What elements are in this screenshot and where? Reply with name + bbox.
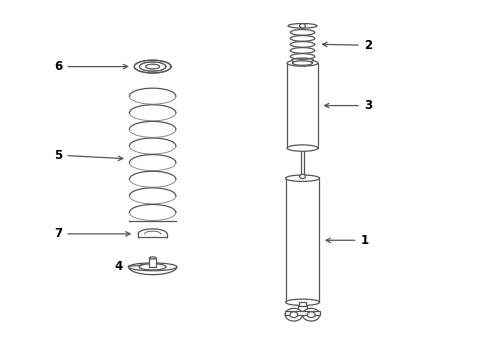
Circle shape <box>306 312 314 318</box>
Text: 4: 4 <box>115 260 143 273</box>
Circle shape <box>299 24 305 28</box>
Bar <box>299 302 305 306</box>
Bar <box>285 311 319 315</box>
Ellipse shape <box>291 58 313 62</box>
Ellipse shape <box>286 60 317 66</box>
Text: 1: 1 <box>325 234 367 247</box>
Bar <box>286 63 317 148</box>
Text: 6: 6 <box>54 60 127 73</box>
Circle shape <box>289 312 297 318</box>
Ellipse shape <box>285 299 319 306</box>
Ellipse shape <box>129 204 176 220</box>
Text: 7: 7 <box>54 228 130 240</box>
Ellipse shape <box>129 121 176 138</box>
Bar <box>285 178 319 302</box>
Ellipse shape <box>138 229 167 239</box>
Ellipse shape <box>129 105 176 121</box>
Text: 2: 2 <box>322 39 371 52</box>
Ellipse shape <box>128 263 177 271</box>
Ellipse shape <box>149 257 156 259</box>
Ellipse shape <box>129 155 176 171</box>
Circle shape <box>299 174 305 179</box>
Ellipse shape <box>134 60 171 73</box>
Text: 5: 5 <box>54 149 122 162</box>
Ellipse shape <box>129 88 176 104</box>
Ellipse shape <box>129 264 175 275</box>
Ellipse shape <box>292 61 312 65</box>
Ellipse shape <box>129 138 176 154</box>
Ellipse shape <box>139 264 165 270</box>
Bar <box>297 302 307 311</box>
Circle shape <box>302 308 319 321</box>
Ellipse shape <box>287 23 316 28</box>
Ellipse shape <box>129 171 176 187</box>
Text: 3: 3 <box>324 99 371 112</box>
Ellipse shape <box>285 175 319 181</box>
Ellipse shape <box>129 188 176 204</box>
Ellipse shape <box>286 145 317 151</box>
Circle shape <box>285 308 302 321</box>
Bar <box>300 148 304 178</box>
Bar <box>149 258 156 267</box>
